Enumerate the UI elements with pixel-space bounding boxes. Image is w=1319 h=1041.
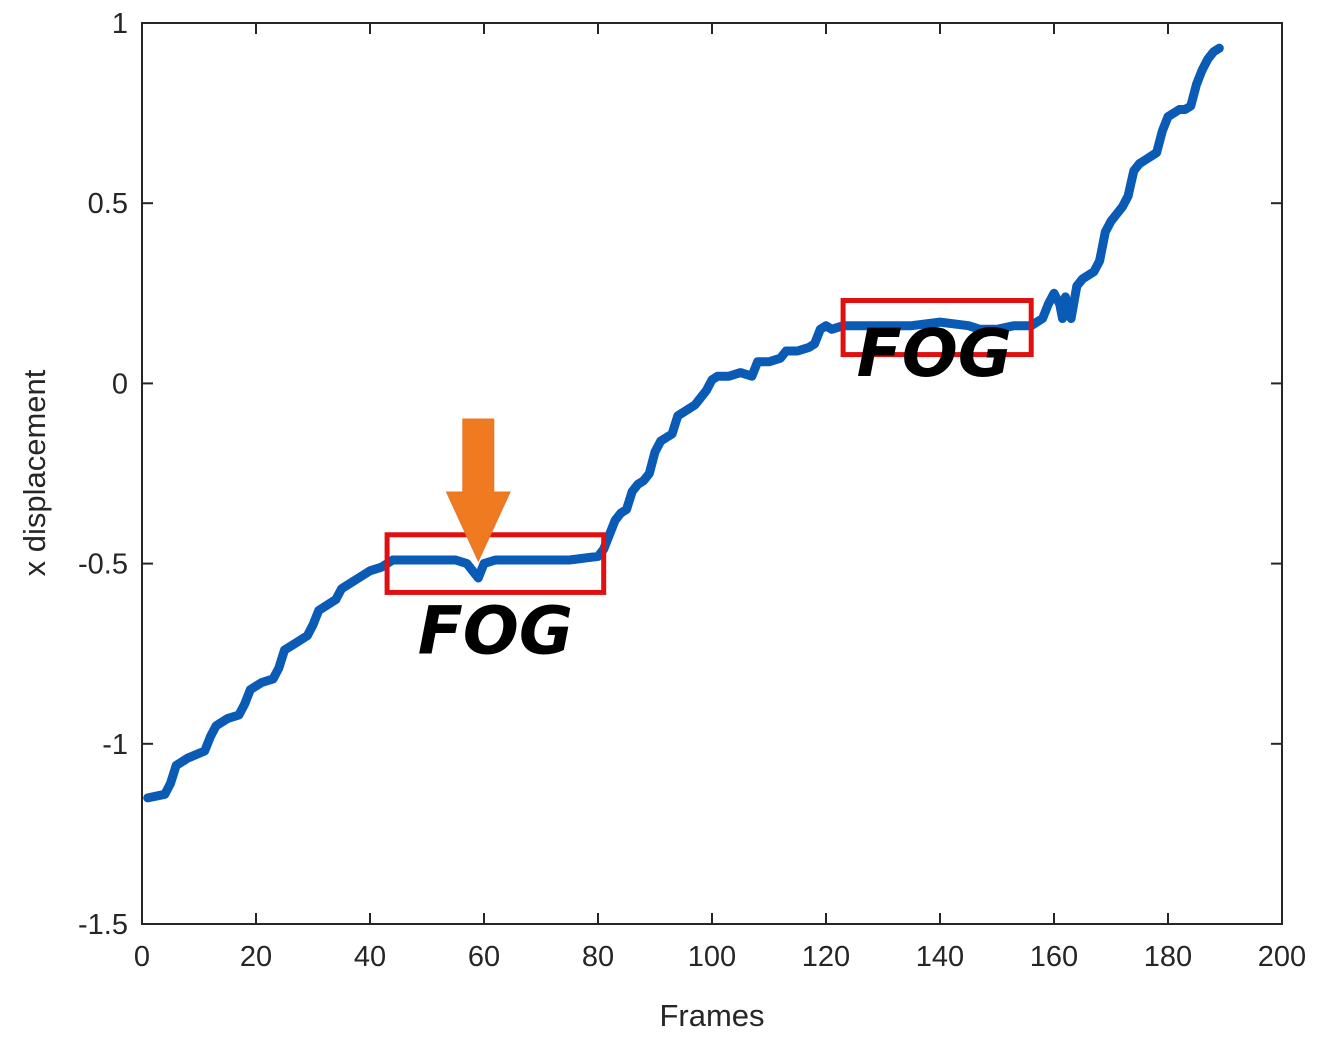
x-tick-label: 60 (468, 941, 500, 973)
x-tick-label: 120 (802, 941, 850, 973)
series-line (143, 43, 1224, 803)
x-tick-label: 140 (916, 941, 964, 973)
y-tick-label: -0.5 (78, 549, 128, 581)
y-axis-label: x displacement (17, 369, 52, 576)
series-layer (143, 43, 1224, 803)
x-tick-label: 20 (240, 941, 272, 973)
x-tick-label: 160 (1030, 941, 1078, 973)
fog-highlight-box (840, 298, 1034, 358)
y-tick-label: 0.5 (88, 188, 128, 220)
y-tick-label: -1.5 (78, 909, 128, 941)
fog-highlight-box (384, 532, 607, 595)
y-tick-label: -1 (102, 729, 128, 761)
x-tick-label: 180 (1144, 941, 1192, 973)
x-tick-label: 40 (354, 941, 386, 973)
fog-annotation-label: FOG (418, 593, 573, 670)
y-tick-label: 1 (112, 8, 128, 40)
arrow-down-icon (445, 418, 511, 563)
axis-ticks: 0 20 40 60 80 100 120 140 160 180 200 -1.5 -1 -0.5 0 0.… (78, 8, 1306, 973)
x-tick-label: 0 (134, 941, 150, 973)
x-tick-label: 100 (688, 941, 736, 973)
fog-annotation-label: FOG (857, 315, 1012, 392)
annotation-layer: FOG FOG (384, 298, 1034, 670)
x-axis-label: Frames (659, 998, 764, 1033)
y-tick-label: 0 (112, 368, 128, 400)
plot-area (141, 22, 1283, 925)
x-tick-label: 200 (1258, 941, 1306, 973)
x-tick-label: 80 (582, 941, 614, 973)
